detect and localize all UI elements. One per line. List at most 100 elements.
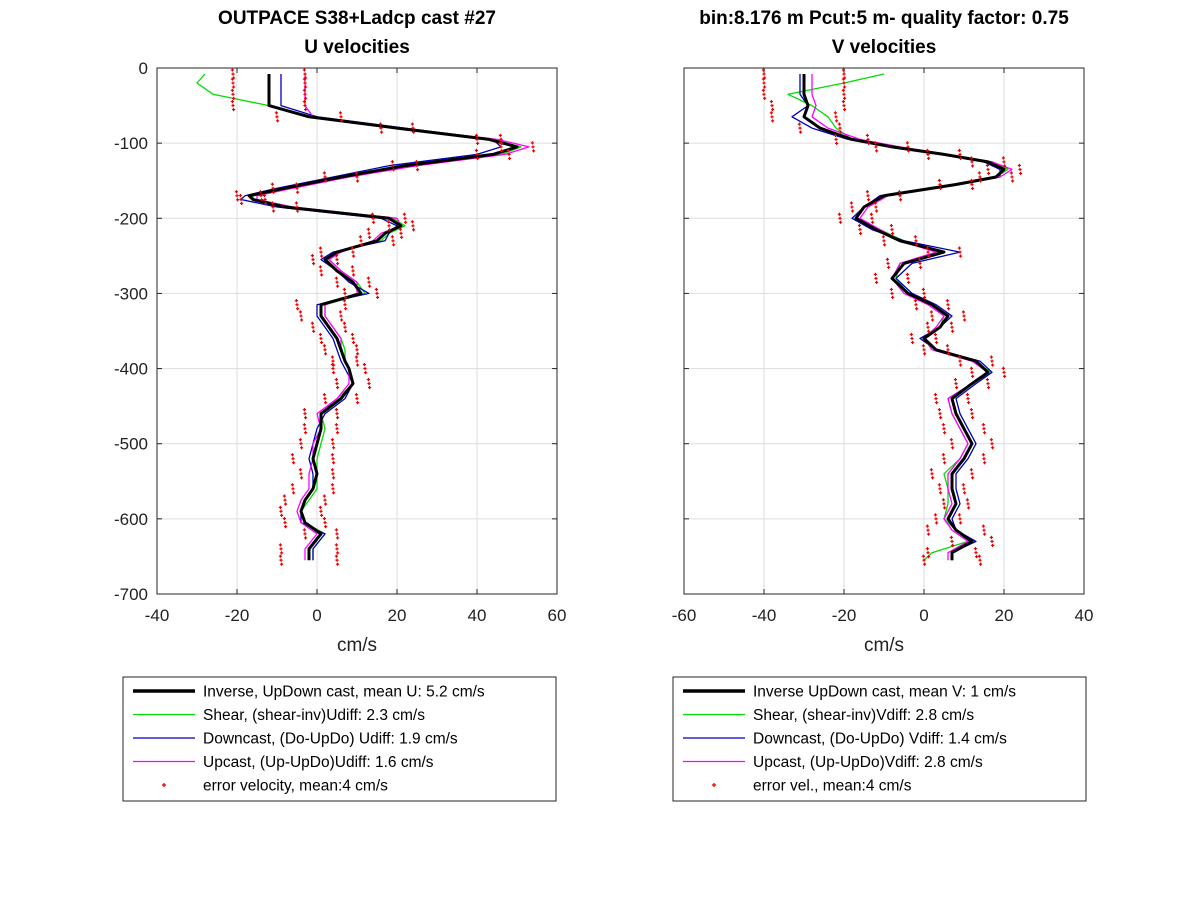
v-error-dot xyxy=(969,468,973,472)
v-error-dot xyxy=(842,72,846,76)
u-ytick-label-2: -200 xyxy=(114,209,148,228)
u-error-dot xyxy=(356,352,360,356)
v-xtick-label-2: -20 xyxy=(832,606,857,625)
v-legend-box xyxy=(672,676,1087,802)
v-error-dot xyxy=(907,149,911,153)
u-error-dot xyxy=(284,502,288,506)
v-legend-marker-error xyxy=(712,783,716,787)
u-ytick-label-6: -600 xyxy=(114,510,148,529)
u-error-dot xyxy=(234,190,238,194)
u-error-dot xyxy=(283,498,287,502)
u-error-dot xyxy=(304,536,308,540)
u-error-dot xyxy=(330,483,334,487)
v-error-dot xyxy=(875,280,879,284)
v-error-dot xyxy=(958,517,962,521)
v-error-dot xyxy=(929,310,933,314)
u-error-dot xyxy=(294,201,298,205)
u-error-dot xyxy=(335,412,339,416)
u-legend-label-downcast: Downcast, (Do-UpDo) Udiff: 1.9 cm/s xyxy=(203,731,458,748)
v-error-dot xyxy=(910,336,914,341)
u-error-dot xyxy=(374,287,378,292)
v-error-dot xyxy=(957,148,961,153)
u-error-dot xyxy=(363,366,367,371)
v-error-dot xyxy=(938,412,942,416)
u-error-dot xyxy=(475,137,479,141)
v-error-dot xyxy=(881,235,885,239)
u-error-dot xyxy=(391,239,395,243)
v-error-dot xyxy=(969,366,973,370)
u-error-dot xyxy=(310,254,314,258)
v-xtick-label-5: 40 xyxy=(1075,606,1094,625)
v-error-dot xyxy=(925,547,929,551)
v-axes-box xyxy=(683,67,1085,595)
v-error-dot xyxy=(953,378,957,382)
v-error-dot xyxy=(982,427,986,431)
u-error-dot xyxy=(318,505,322,509)
u-ytick-label-4: -400 xyxy=(114,360,148,379)
u-error-dot xyxy=(311,325,315,329)
u-error-dot xyxy=(295,303,299,307)
v-error-dot xyxy=(941,453,945,457)
u-error-dot xyxy=(332,476,336,480)
v-error-dot xyxy=(962,314,966,318)
v-error-dot xyxy=(850,205,854,209)
v-error-dot xyxy=(926,528,930,532)
v-error-dot xyxy=(898,194,902,198)
u-error-dot xyxy=(324,179,328,183)
u-ytick-label-3: -300 xyxy=(114,284,148,303)
v-error-dot xyxy=(991,363,995,367)
u-error-dot xyxy=(320,340,324,345)
u-error-dot xyxy=(282,494,286,498)
v-error-dot xyxy=(970,412,974,416)
u-error-dot xyxy=(392,168,396,172)
u-error-dot xyxy=(303,81,307,85)
u-error-dot xyxy=(362,362,366,367)
v-error-dot xyxy=(873,272,877,276)
v-data-layer xyxy=(761,68,1023,566)
v-error-dot xyxy=(951,543,955,547)
u-error-dot xyxy=(324,525,328,529)
u-error-dot xyxy=(410,220,414,224)
u-error-dot xyxy=(299,314,303,318)
u-error-dot xyxy=(292,491,296,495)
v-error-dot xyxy=(1019,171,1023,176)
v-error-dot xyxy=(833,133,837,137)
v-error-dot xyxy=(925,524,929,528)
v-error-dot xyxy=(798,126,802,130)
u-error-dot xyxy=(330,453,334,457)
u-ytick-label-0: 0 xyxy=(139,59,148,78)
u-error-dot xyxy=(300,476,304,480)
v-error-dot xyxy=(949,438,953,442)
v-error-dot xyxy=(839,220,843,224)
u-error-dot xyxy=(352,254,356,258)
v-velocity-plot: -60 -40 -20 0 20 40 cm/s xyxy=(672,67,1094,656)
u-error-dot xyxy=(330,468,334,472)
u-error-dot xyxy=(368,386,372,390)
v-error-dot xyxy=(986,382,990,386)
v-error-dot xyxy=(989,438,993,442)
v-error-dot xyxy=(923,562,927,566)
u-error-dot xyxy=(298,310,302,314)
u-error-dot xyxy=(323,175,327,179)
u-error-dot xyxy=(304,107,308,112)
u-error-dot xyxy=(380,130,384,134)
u-error-dot xyxy=(336,416,340,420)
u-error-dot xyxy=(323,521,327,525)
u-error-dot xyxy=(498,141,502,145)
u-error-dot xyxy=(276,119,280,123)
u-error-dot xyxy=(336,551,340,555)
v-error-dot xyxy=(886,261,890,265)
u-error-dot xyxy=(370,212,374,216)
u-error-dot xyxy=(278,505,282,509)
u-error-dot xyxy=(334,378,338,382)
v-error-dot xyxy=(959,156,963,161)
v-error-dot xyxy=(867,141,871,145)
v-error-dot xyxy=(1003,164,1007,168)
v-legend: Inverse UpDown cast, mean V: 1 cm/s Shear… xyxy=(672,676,1087,802)
v-error-dot xyxy=(927,532,931,536)
u-error-dot xyxy=(340,318,344,322)
u-error-dot xyxy=(232,107,236,112)
v-error-dot xyxy=(869,212,873,216)
u-error-dot xyxy=(336,536,340,540)
v-error-dot xyxy=(763,85,767,89)
